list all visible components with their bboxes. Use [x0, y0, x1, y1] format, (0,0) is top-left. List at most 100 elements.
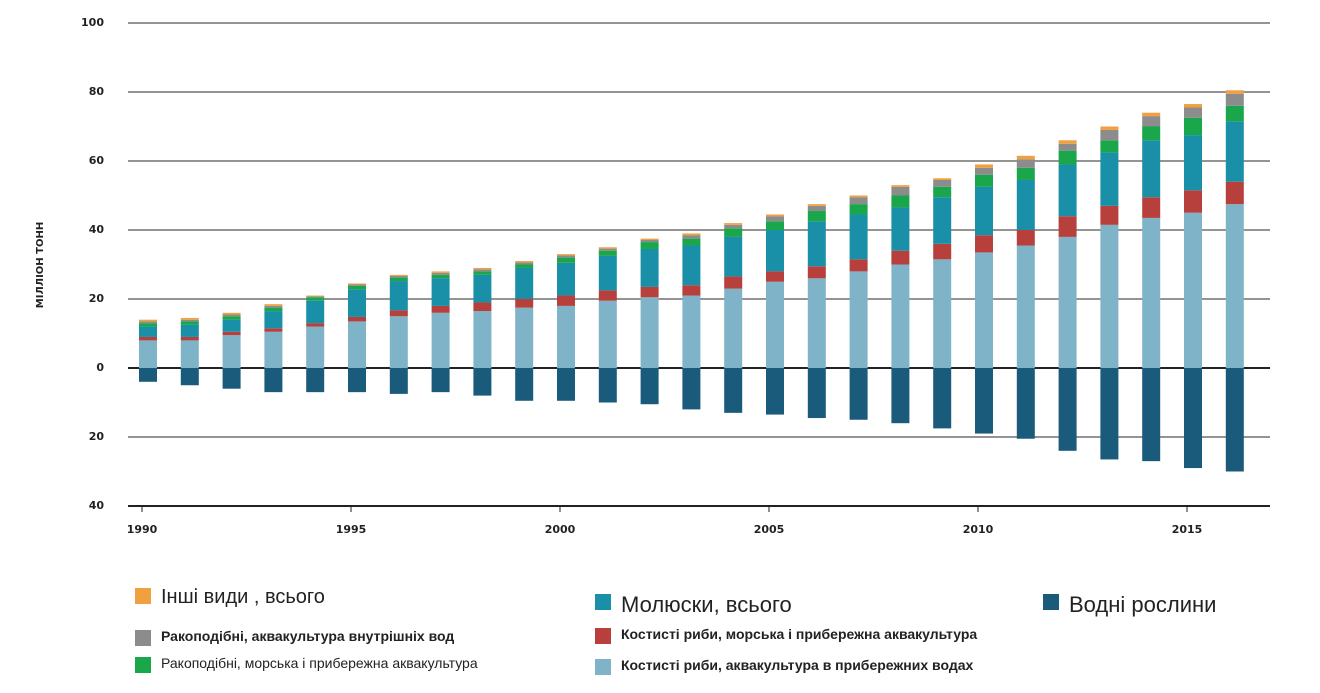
bar-segment — [891, 264, 910, 368]
bar-segment — [139, 321, 157, 324]
bar-segment — [222, 335, 241, 368]
bar-segment — [180, 317, 199, 320]
bar-segment — [766, 230, 784, 272]
bar-segment — [348, 283, 366, 285]
bar-segment — [348, 289, 366, 317]
legend-label: Водні рослини — [1069, 592, 1217, 617]
bar-segment — [1225, 105, 1244, 122]
bar-segment — [975, 167, 993, 175]
bar-segment — [1016, 245, 1035, 368]
bar-segment — [139, 319, 157, 322]
bar-segment — [640, 286, 659, 298]
bar-segment — [473, 274, 492, 303]
bar-segment — [640, 297, 659, 368]
bar-segment — [1100, 126, 1119, 130]
bar-segment — [1184, 117, 1202, 136]
bar-segment — [222, 319, 241, 332]
bar-segment — [473, 302, 492, 312]
bar-segment — [348, 284, 366, 286]
bar-segment — [807, 205, 826, 212]
legend-item: Ракоподібні, морська і прибережна акваку… — [135, 655, 535, 673]
bar-segment — [431, 271, 450, 273]
bar-segment — [557, 257, 575, 263]
legend-item: Костисті риби, морська і прибережна аква… — [595, 626, 1115, 644]
bar-segment — [389, 310, 408, 317]
bar-segment — [557, 295, 575, 306]
bar-segment — [1100, 152, 1119, 206]
bar-segment — [1058, 143, 1077, 151]
bar-segment — [598, 250, 617, 256]
bar-segment — [139, 340, 157, 368]
bar-segment — [139, 336, 157, 341]
bar-segment — [724, 224, 743, 229]
bar-segment — [1142, 116, 1161, 127]
bar-segment — [139, 326, 157, 337]
bar-segment — [933, 368, 952, 429]
bar-segment — [975, 174, 993, 187]
bar-segment — [473, 311, 492, 368]
bar-segment — [306, 323, 325, 327]
bar-segment — [222, 316, 241, 320]
bar-segment — [348, 285, 366, 290]
bar-segment — [640, 240, 659, 243]
legend-swatch — [595, 594, 611, 610]
bar-segment — [849, 204, 868, 215]
bar-segment — [348, 321, 366, 368]
bar-segment — [557, 255, 575, 258]
bar-segment — [264, 331, 283, 368]
bar-segment — [598, 368, 617, 403]
bar-segment — [975, 164, 993, 168]
bar-segment — [1058, 236, 1077, 368]
bar-segment — [222, 314, 241, 317]
bar-segment — [682, 368, 701, 410]
bar-segment — [1016, 167, 1035, 180]
bar-segment — [473, 271, 492, 275]
bar-segment — [849, 368, 868, 420]
bar-segment — [389, 281, 408, 311]
legend-item: Інші види , всього — [135, 586, 555, 609]
bar-segment — [1100, 368, 1119, 460]
bar-segment — [1142, 140, 1161, 198]
y-tick-label: 0 — [96, 361, 104, 374]
legend-swatch — [135, 657, 151, 673]
bar-segment — [933, 243, 952, 260]
bar-segment — [515, 299, 534, 308]
y-tick-label: 40 — [89, 223, 105, 236]
bar-segment — [306, 296, 325, 298]
bar-segment — [1100, 224, 1119, 368]
bar-segment — [1184, 212, 1202, 368]
bar-segment — [891, 185, 910, 187]
bar-segment — [766, 221, 784, 230]
bar-segment — [933, 197, 952, 244]
bar-segment — [1225, 93, 1244, 106]
bar-segment — [180, 324, 199, 337]
bar-segment — [1225, 368, 1244, 472]
bar-segment — [933, 186, 952, 198]
bar-segment — [807, 266, 826, 279]
legend-swatch — [135, 588, 151, 604]
bar-segment — [306, 300, 325, 324]
bar-segment — [849, 214, 868, 260]
x-tick-label: 2010 — [963, 523, 994, 536]
bar-segment — [891, 207, 910, 251]
bar-segment — [1184, 104, 1202, 108]
bar-segment — [1142, 197, 1161, 218]
bar-segment — [180, 321, 199, 325]
bar-segment — [598, 300, 617, 368]
bar-segment — [891, 368, 910, 424]
bar-segment — [598, 247, 617, 249]
y-tick-label: 20 — [89, 430, 105, 443]
bar-segment — [807, 278, 826, 368]
bar-segment — [682, 238, 701, 246]
bar-segment — [682, 285, 701, 296]
bar-segment — [306, 297, 325, 301]
bar-segment — [891, 195, 910, 208]
legend-item: Водні рослини — [1043, 592, 1313, 617]
y-tick-label: 40 — [89, 499, 105, 512]
bar-segment — [1100, 140, 1119, 153]
bar-segment — [264, 368, 283, 393]
bar-segment — [1058, 150, 1077, 165]
bar-segment — [389, 274, 408, 276]
bar-segment — [1058, 368, 1077, 451]
